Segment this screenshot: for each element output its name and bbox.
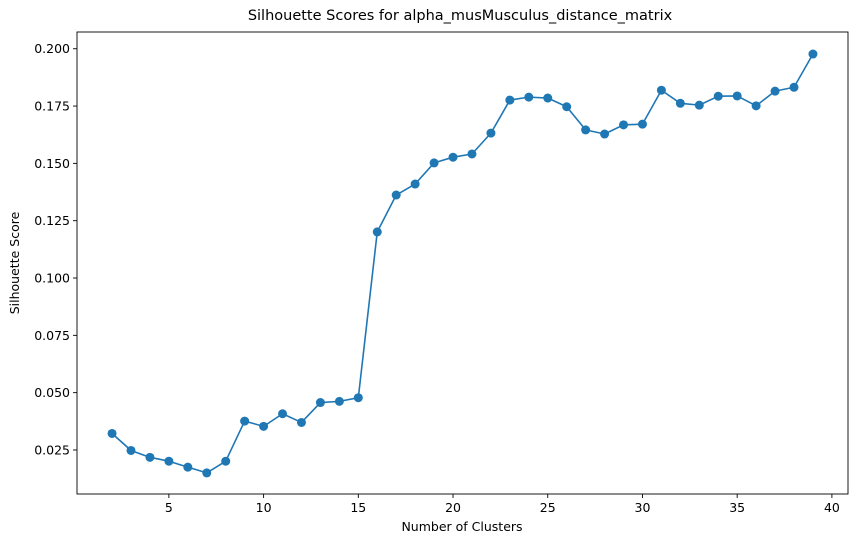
data-point <box>353 393 363 403</box>
y-axis-label: Silhouette Score <box>7 211 22 314</box>
data-point <box>543 93 553 103</box>
y-tick-label: 0.050 <box>34 385 70 400</box>
x-tick-label: 25 <box>540 500 556 515</box>
data-point <box>789 82 799 92</box>
data-point <box>126 445 136 455</box>
data-point <box>221 456 231 466</box>
x-tick-label: 20 <box>445 500 461 515</box>
x-tick-label: 5 <box>165 500 173 515</box>
data-point <box>694 100 704 110</box>
data-point <box>467 149 477 159</box>
x-axis-label: Number of Clusters <box>401 519 522 534</box>
y-tick-label: 0.025 <box>34 442 70 457</box>
data-point <box>770 86 780 96</box>
y-axis-ticks: 0.025 0.050 0.075 0.100 0.125 0.150 0.175 0.200 <box>34 41 77 457</box>
chart-title: Silhouette Scores for alpha_musMusculus_… <box>248 8 673 24</box>
data-point <box>600 129 610 139</box>
data-point <box>524 92 534 102</box>
data-point <box>505 95 515 105</box>
y-tick-label: 0.075 <box>34 328 70 343</box>
data-point <box>448 152 458 162</box>
x-tick-label: 10 <box>256 500 272 515</box>
y-tick-label: 0.150 <box>34 156 70 171</box>
plot-frame <box>76 31 849 495</box>
data-point <box>164 456 174 466</box>
data-point <box>562 102 572 112</box>
data-point <box>202 468 212 478</box>
data-point <box>183 462 193 472</box>
x-tick-label: 15 <box>350 500 366 515</box>
data-point <box>732 91 742 101</box>
data-point <box>315 398 325 408</box>
data-point <box>410 179 420 189</box>
data-point <box>637 119 647 129</box>
data-point <box>240 416 250 426</box>
data-point <box>581 125 591 135</box>
data-point <box>808 49 818 59</box>
y-tick-label: 0.100 <box>34 271 70 286</box>
data-point <box>656 85 666 95</box>
data-point <box>259 421 269 431</box>
data-point <box>296 417 306 427</box>
data-point <box>429 158 439 168</box>
data-point <box>334 396 344 406</box>
x-tick-label: 35 <box>729 500 745 515</box>
data-point <box>145 452 155 462</box>
y-tick-label: 0.125 <box>34 213 70 228</box>
y-tick-label: 0.200 <box>34 41 70 56</box>
data-point <box>675 98 685 108</box>
data-point <box>713 91 723 101</box>
x-tick-label: 30 <box>635 500 651 515</box>
data-point <box>107 428 117 438</box>
series-line <box>111 53 814 474</box>
x-tick-label: 40 <box>824 500 840 515</box>
series-markers <box>107 49 818 478</box>
data-point <box>278 409 288 419</box>
data-point <box>372 227 382 237</box>
data-point <box>751 101 761 111</box>
data-point <box>391 190 401 200</box>
data-point <box>619 120 629 130</box>
x-axis-ticks: 5 10 15 20 25 30 35 40 <box>165 494 840 515</box>
data-point <box>486 128 496 138</box>
y-tick-label: 0.175 <box>34 99 70 114</box>
